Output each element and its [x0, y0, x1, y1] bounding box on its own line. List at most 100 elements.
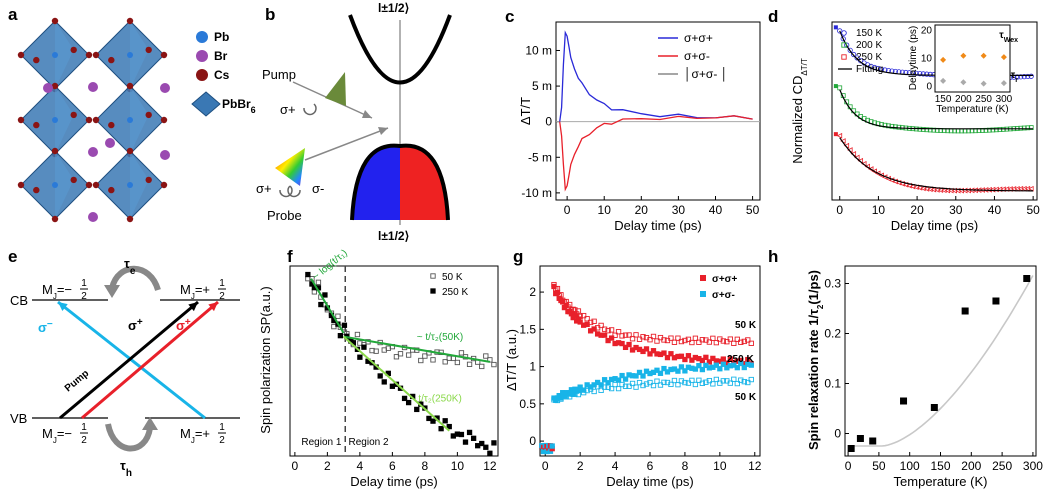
inset-y-tick-label: 0 [926, 81, 932, 92]
x-tick-label: 20 [910, 203, 924, 217]
cs-atom [126, 17, 134, 25]
legend-label-0: σ+σ+ [712, 274, 738, 285]
y-tick-label: 0.3 [824, 277, 841, 291]
y-tick-label: 1 [529, 360, 536, 374]
data-point [405, 399, 412, 406]
cs-atom [145, 176, 152, 184]
cs-atom [85, 116, 93, 124]
cs-atom [51, 147, 59, 155]
data-point [612, 381, 618, 388]
cs-atom [145, 46, 152, 54]
data-point [1028, 185, 1034, 192]
data-point [1025, 125, 1031, 131]
x-tick-label: 40 [709, 203, 723, 217]
data-point [836, 132, 843, 139]
data-point [430, 418, 436, 424]
data-point [924, 127, 930, 133]
x-tick-label: 6 [647, 459, 654, 473]
y-tick-label: 0 [834, 427, 841, 441]
data-point [598, 387, 604, 394]
data-point [629, 380, 636, 387]
x-axis-label: Delay time (ps) [350, 474, 437, 489]
x-tick-label: 2 [324, 459, 331, 473]
data-point [315, 279, 322, 285]
data-point [454, 359, 461, 366]
pb-atom [52, 52, 58, 58]
data-point [626, 341, 632, 348]
data-point [629, 336, 636, 342]
valence-band-left [352, 145, 400, 220]
x-axis-label: Delay time (ps) [614, 218, 701, 233]
cs-atom [17, 116, 25, 124]
legend-label-3: Fitting [856, 64, 883, 75]
x-tick-label: 0 [845, 459, 852, 473]
x-tick-label: 100 [900, 459, 920, 473]
br-atom [105, 138, 115, 148]
data-point [844, 42, 850, 48]
data-point [584, 316, 590, 322]
data-point [591, 388, 597, 395]
data-point [1021, 74, 1027, 80]
inset-y-label: Delaytime (ps) [908, 26, 919, 90]
data-point [927, 127, 933, 133]
data-point [584, 387, 590, 394]
data-point [1014, 74, 1020, 80]
data-point [554, 289, 561, 296]
data-point [549, 443, 555, 449]
data-point [577, 319, 583, 325]
mj-cb-right-frac-num: 1 [219, 278, 225, 289]
data-point [612, 332, 618, 338]
data-point [619, 372, 625, 379]
octahedron-shade [130, 151, 149, 219]
data-point [745, 337, 751, 343]
annotation-250k: t/τ₂(250K) [418, 394, 461, 405]
x-tick-label: 6 [389, 459, 396, 473]
data-point [438, 426, 444, 432]
panel-e-level-diagram: CB VB MJ=− 1 2 MJ=+ 1 2 MJ=− 1 2 MJ=+ 1 2 τe τh σ− σ+ σ+ Pu… [10, 256, 240, 479]
inset-point [980, 52, 987, 59]
cs-atom [92, 181, 100, 189]
data-point [748, 340, 754, 346]
inset-y-tick-label: 10 [921, 54, 933, 65]
mj-vb-left: MJ=− [42, 426, 72, 445]
y-tick-label: 10 m [525, 43, 552, 57]
cs-atom [33, 56, 40, 64]
x-tick-label: 300 [1023, 459, 1043, 473]
data-point [837, 28, 843, 34]
x-tick-label: 4 [612, 459, 619, 473]
data-point [720, 361, 726, 367]
inset-x-tick-label: 150 [935, 94, 952, 105]
br-atom [43, 83, 53, 93]
data-point [710, 335, 716, 341]
cs-atom [92, 116, 100, 124]
data-point [874, 170, 881, 177]
data-point [483, 444, 489, 450]
data-point [706, 377, 713, 384]
data-point [591, 326, 597, 332]
data-point [405, 352, 412, 358]
octahedron-0-0 [17, 17, 93, 93]
data-point [738, 339, 744, 345]
panel-d-chart: 0 10 20 30 40 50 Delay time (ps) Normalized CDΔ… [790, 21, 1040, 233]
label-50k-top: 50 K [735, 320, 757, 331]
data-point [361, 344, 367, 350]
data-point [574, 388, 580, 394]
data-point [706, 339, 713, 345]
cs-atom [51, 82, 59, 90]
data-point [696, 363, 702, 369]
data-point [917, 71, 923, 77]
data-point [442, 418, 448, 424]
panel-c-chart: 0 10 20 30 40 50 10 m 5 m 0 -5 m -10 m Delay time (… [518, 21, 761, 233]
data-point [491, 440, 497, 446]
data-point [748, 376, 754, 383]
data-point [633, 384, 639, 390]
inset-y-tick-label: 20 [921, 26, 933, 37]
x-axis-label: Delay time (ps) [891, 218, 978, 233]
data-point [615, 329, 622, 335]
y-tick-label: 0.1 [824, 377, 841, 391]
octahedron-1-0 [17, 82, 93, 158]
legend-label-1: σ+σ- [684, 49, 710, 63]
panel-a-crystal: Pb Br Cs PbBr6 [17, 17, 256, 223]
y-tick-label: 2 [529, 285, 536, 299]
